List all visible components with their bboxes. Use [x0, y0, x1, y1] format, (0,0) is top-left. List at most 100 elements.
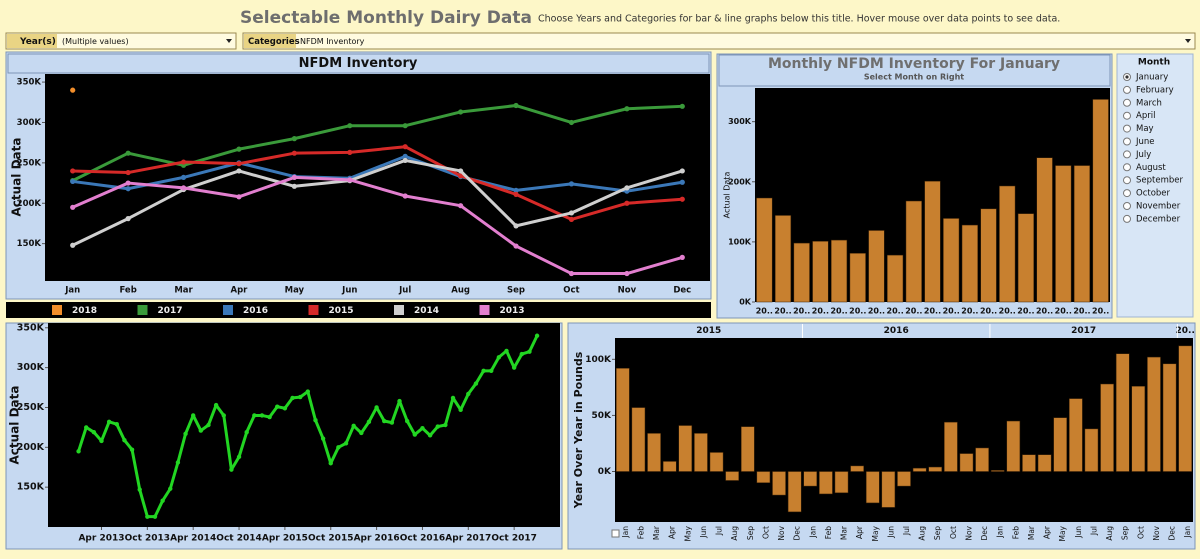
radio-button[interactable]: [1123, 202, 1131, 210]
x-tick-label: Apr: [1043, 525, 1052, 539]
bar: [881, 471, 896, 508]
selector-title: Month: [1138, 58, 1170, 68]
radio-button[interactable]: [1123, 150, 1131, 159]
bar: [793, 242, 810, 303]
data-point: [443, 422, 448, 428]
expand-button[interactable]: [611, 529, 620, 538]
bar: [980, 208, 997, 303]
y-axis-label: Actual Data: [10, 138, 24, 217]
bar: [756, 197, 773, 303]
dropdown-box[interactable]: [242, 32, 1196, 50]
category-filter[interactable]: Categories NFDM Inventory: [242, 32, 1196, 50]
dropdown-value: NFDM Inventory: [300, 37, 365, 46]
data-point: [106, 419, 112, 425]
panel-header: [718, 54, 1111, 87]
data-point: [397, 398, 402, 404]
bar: [849, 253, 866, 303]
y-tick-label: 50K: [592, 411, 613, 421]
group-label: 2017: [1071, 326, 1096, 336]
bar: [615, 368, 630, 472]
radio-label[interactable]: August: [1136, 163, 1166, 173]
y-tick-label: 150K: [17, 239, 42, 249]
radio-button[interactable]: [1123, 214, 1131, 223]
data-point: [99, 438, 104, 444]
data-point: [513, 223, 519, 229]
x-tick-label: Feb: [824, 526, 833, 540]
data-point: [458, 168, 464, 174]
x-tick-label: Jun: [699, 526, 708, 539]
y-tick-label: 300K: [17, 118, 42, 128]
data-point: [389, 420, 395, 425]
radio-label[interactable]: October: [1136, 189, 1171, 199]
radio-label[interactable]: July: [1135, 150, 1151, 160]
data-point: [519, 351, 524, 357]
x-tick-label: Jan: [1183, 526, 1192, 539]
data-point: [70, 87, 76, 93]
data-point: [624, 200, 630, 206]
bar: [865, 471, 880, 504]
data-point: [489, 368, 494, 374]
dropdown-box[interactable]: [5, 32, 237, 50]
data-point: [679, 254, 685, 260]
x-tick-label: 20..: [961, 307, 978, 316]
bar: [975, 447, 989, 472]
x-tick-label: May: [1058, 525, 1067, 541]
radio-button[interactable]: [1123, 163, 1131, 172]
x-tick-label: Sep: [1121, 526, 1130, 540]
radio-label[interactable]: May: [1136, 124, 1154, 134]
radio-button[interactable]: [1123, 189, 1131, 198]
radio-button[interactable]: [1123, 98, 1131, 107]
radio-label[interactable]: April: [1136, 111, 1155, 121]
radio-label[interactable]: January: [1135, 73, 1168, 83]
data-point: [402, 157, 408, 164]
series-line: [72, 154, 683, 193]
radio-label[interactable]: September: [1136, 176, 1183, 186]
x-tick-label: May: [683, 525, 692, 541]
data-point: [125, 169, 131, 176]
radio-label[interactable]: March: [1136, 98, 1162, 108]
data-point: [412, 432, 418, 437]
legend-label: 2018: [72, 306, 97, 316]
group-label: 20..: [1176, 326, 1195, 336]
x-tick-label: Aug: [730, 526, 739, 541]
x-tick-label: Oct 2015: [308, 534, 353, 544]
y-tick-label: 300K: [17, 362, 45, 373]
legend: [6, 302, 711, 318]
data-point: [366, 419, 372, 425]
y-tick-label: 300K: [728, 117, 752, 126]
radio-label[interactable]: November: [1136, 202, 1181, 212]
data-point: [183, 431, 188, 436]
data-point: [624, 185, 630, 191]
bar: [812, 241, 829, 303]
y-tick-label: 150K: [17, 482, 45, 493]
year-filter[interactable]: Year(s) (Multiple values): [5, 32, 237, 50]
x-tick-label: 20..: [999, 307, 1016, 316]
y-tick-label: 250K: [17, 402, 45, 413]
data-point: [450, 395, 456, 401]
month-selector: [1116, 53, 1194, 318]
data-point: [568, 119, 575, 126]
radio-label[interactable]: December: [1136, 214, 1181, 224]
x-tick-label: Dec: [673, 286, 691, 296]
x-tick-label: Apr 2016: [354, 534, 400, 544]
data-point: [404, 418, 410, 424]
radio-button[interactable]: [1123, 137, 1131, 146]
radio-button[interactable]: [1123, 85, 1131, 94]
radio-label[interactable]: June: [1135, 137, 1155, 147]
x-tick-label: Jun: [1074, 526, 1083, 539]
series-line: [72, 145, 683, 221]
bar: [774, 215, 792, 303]
bar: [990, 470, 1005, 472]
x-tick-label: Oct 2016: [400, 534, 445, 544]
chart-subtitle: Select Month on Right: [864, 73, 964, 82]
radio-button[interactable]: [1123, 111, 1131, 120]
radio-button[interactable]: [1123, 176, 1131, 185]
radio-button[interactable]: [1123, 124, 1131, 133]
panel-header: [7, 53, 710, 74]
radio-label[interactable]: February: [1136, 85, 1174, 95]
x-tick-label: Feb: [636, 526, 645, 540]
x-tick-label: Mar: [652, 525, 661, 540]
series-line: [72, 175, 683, 276]
bar: [1084, 428, 1099, 472]
data-point: [351, 423, 356, 428]
